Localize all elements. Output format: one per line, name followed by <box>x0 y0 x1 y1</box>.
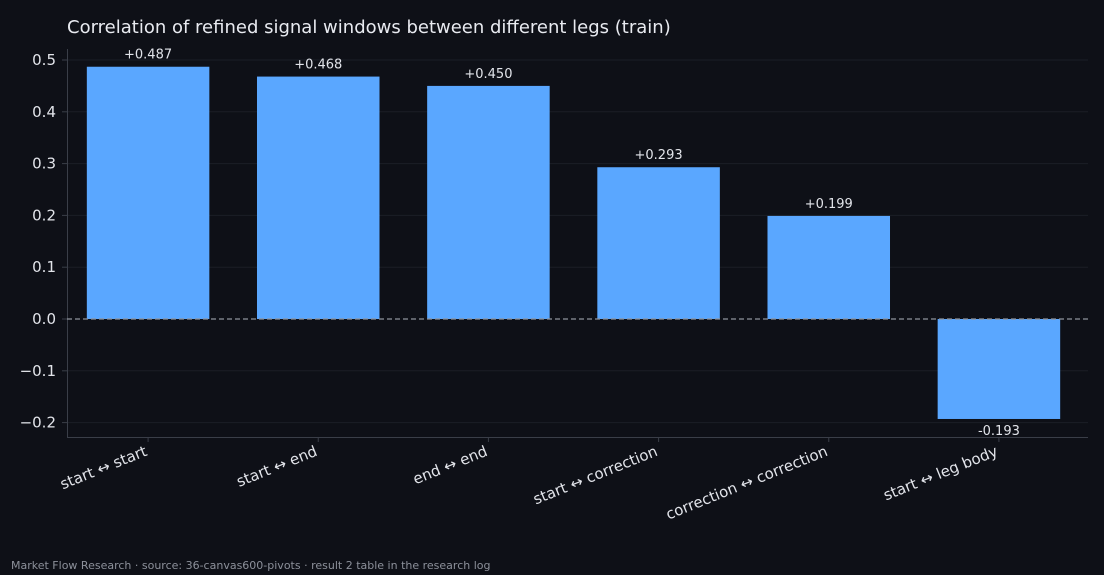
y-tick-label: −0.1 <box>20 362 56 380</box>
value-labels: +0.487 +0.468 +0.450 +0.293 +0.199 -0.193 <box>124 48 1020 439</box>
chart-title: Correlation of refined signal windows be… <box>67 17 671 38</box>
value-label: +0.468 <box>294 58 342 73</box>
value-label: +0.450 <box>464 67 512 82</box>
bar <box>427 85 550 320</box>
bar <box>937 319 1061 419</box>
value-label: +0.487 <box>124 48 172 63</box>
value-label: +0.199 <box>805 197 853 212</box>
bar <box>767 215 891 319</box>
bars <box>86 66 1061 419</box>
y-tick-label: 0.2 <box>32 206 56 224</box>
bar <box>597 167 720 319</box>
y-ticks: 0.5 0.4 0.3 0.2 0.1 0.0 −0.1 −0.2 <box>20 51 67 432</box>
y-tick-label: 0.3 <box>32 155 56 173</box>
y-tick-label: 0.1 <box>32 258 56 276</box>
x-ticks: start ↔ start start ↔ end end ↔ end start ↔… <box>58 437 1001 523</box>
y-tick-label: −0.2 <box>20 414 56 432</box>
bar <box>256 76 380 320</box>
x-tick-label: start ↔ correction <box>531 442 661 508</box>
grid-lines <box>67 59 1088 424</box>
source-footer: Market Flow Research · source: 36-canvas… <box>11 559 491 572</box>
x-tick-label: start ↔ start <box>58 442 150 493</box>
bar <box>86 66 210 319</box>
x-tick-label: correction ↔ correction <box>663 442 830 523</box>
y-tick-label: 0.0 <box>32 310 56 328</box>
axes <box>67 49 1088 438</box>
x-tick-label: start ↔ end <box>234 442 320 491</box>
y-tick-label: 0.5 <box>32 51 56 69</box>
x-tick-label: start ↔ leg body <box>881 442 1001 504</box>
x-tick-label: end ↔ end <box>410 442 490 488</box>
value-label: +0.293 <box>635 148 683 163</box>
value-label: -0.193 <box>978 424 1020 439</box>
y-tick-label: 0.4 <box>32 103 56 121</box>
